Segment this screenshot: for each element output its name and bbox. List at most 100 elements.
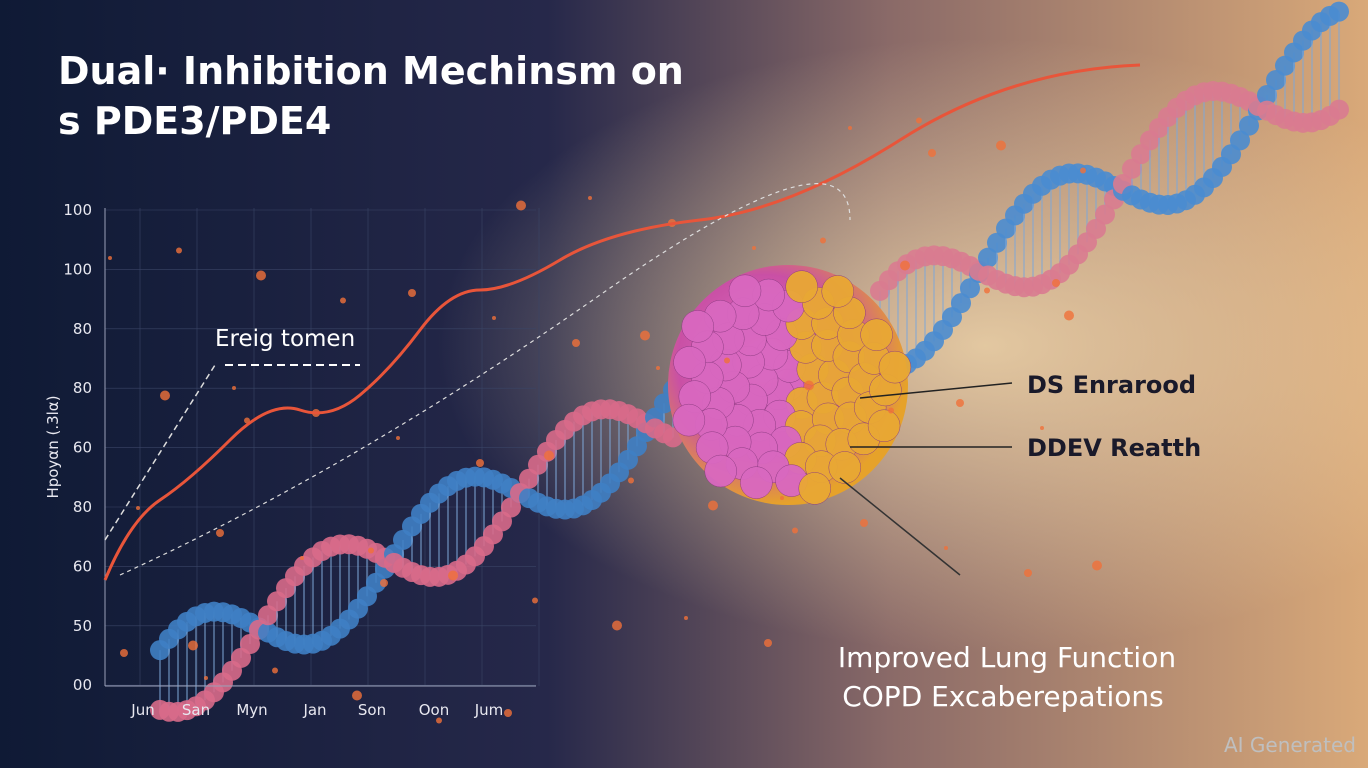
- title: s PDE3/PDE4: [58, 99, 331, 143]
- helix-bead: [1239, 115, 1259, 136]
- particle: [272, 667, 278, 674]
- particle: [1040, 426, 1044, 430]
- particle: [136, 506, 140, 510]
- callout: DDEV Reatth: [1027, 434, 1201, 462]
- callout: DS Enrarood: [1027, 371, 1196, 399]
- y-tick-label: 100: [63, 201, 92, 219]
- y-tick-label: 50: [73, 617, 92, 635]
- particle: [476, 459, 484, 467]
- molecule-bead: [740, 466, 773, 499]
- particle: [848, 126, 852, 130]
- x-tick-label: Jun: [130, 701, 154, 719]
- particle: [888, 407, 894, 414]
- helix-bead: [366, 572, 386, 593]
- dash-line: [119, 183, 851, 576]
- particle: [396, 436, 400, 440]
- caption: COPD Excaberepations: [842, 680, 1164, 713]
- helix-bead: [1266, 69, 1286, 90]
- helix-bead: [1086, 218, 1106, 239]
- helix-bead: [501, 497, 521, 518]
- helix-bead: [1230, 130, 1250, 151]
- x-tick-label: San: [182, 701, 210, 719]
- molecule-bead: [867, 409, 901, 442]
- particle: [708, 500, 718, 511]
- particle: [120, 649, 128, 657]
- trend-line: [103, 63, 1141, 581]
- x-tick-label: Oon: [419, 701, 450, 719]
- helix-bead: [240, 634, 260, 655]
- particle: [232, 386, 236, 390]
- y-tick-label: 00: [73, 676, 92, 694]
- particle: [900, 260, 910, 271]
- particle: [340, 297, 346, 304]
- callout-line: [859, 382, 1013, 399]
- helix-bead: [978, 247, 998, 268]
- particle: [780, 496, 784, 500]
- particle: [492, 316, 496, 320]
- particle: [628, 477, 634, 484]
- particle: [176, 247, 182, 254]
- helix-bead: [1095, 204, 1115, 225]
- particle: [504, 709, 512, 717]
- particle: [380, 579, 388, 587]
- particle: [860, 519, 868, 527]
- x-tick-label: Son: [358, 701, 386, 719]
- particle: [764, 639, 772, 647]
- particle: [216, 529, 224, 537]
- particle: [820, 237, 826, 244]
- particle: [516, 200, 526, 211]
- particle: [448, 570, 458, 581]
- particle: [588, 196, 592, 200]
- helix-bead: [1329, 1, 1349, 22]
- y-tick-label: 60: [73, 439, 92, 457]
- caption: Improved Lung Function: [838, 641, 1176, 674]
- x-tick-label: Myn: [236, 701, 267, 719]
- particle: [1052, 279, 1060, 287]
- molecule-bead: [704, 454, 737, 488]
- x-tick-label: Jum: [474, 701, 504, 719]
- y-tick-label: 100: [63, 260, 92, 278]
- particle: [300, 556, 304, 560]
- molecule-bead: [673, 346, 706, 379]
- dash-line: [104, 364, 216, 541]
- molecule-bead: [878, 350, 912, 384]
- helix-bead: [627, 436, 647, 457]
- particle: [984, 287, 990, 294]
- molecule-bead: [821, 275, 855, 308]
- y-tick-label: 80: [73, 379, 92, 397]
- particle: [532, 597, 538, 604]
- illustration: [105, 1, 1349, 724]
- particle: [724, 357, 730, 364]
- title: Dual· Inhibition Mechinsm on: [58, 49, 684, 93]
- particle: [256, 270, 266, 281]
- particle: [108, 256, 112, 260]
- particle: [792, 527, 798, 534]
- particle: [928, 149, 936, 157]
- annotation: Ereig tomen: [215, 326, 355, 352]
- chart-frame: [104, 208, 536, 687]
- particle: [408, 289, 416, 297]
- particle: [1092, 560, 1102, 571]
- helix-bead: [1122, 158, 1142, 179]
- particle: [916, 117, 922, 124]
- particle: [804, 380, 814, 391]
- molecule-bead: [798, 472, 831, 505]
- particle: [684, 616, 688, 620]
- molecule-bead: [681, 310, 715, 343]
- y-tick-label: 80: [73, 498, 92, 516]
- helix-bead: [1329, 99, 1349, 120]
- y-tick-label: 80: [73, 320, 92, 338]
- particle: [1064, 310, 1074, 321]
- particle: [160, 390, 170, 401]
- particle: [188, 640, 198, 651]
- particle: [656, 366, 660, 370]
- callout-line: [839, 477, 961, 576]
- particle: [352, 690, 362, 701]
- particle: [1080, 167, 1086, 174]
- helix-bead: [987, 232, 1007, 253]
- molecule-bead: [785, 270, 818, 303]
- particle: [640, 330, 650, 341]
- particle: [996, 140, 1006, 151]
- particle: [544, 450, 554, 461]
- helix-bead: [1257, 85, 1277, 106]
